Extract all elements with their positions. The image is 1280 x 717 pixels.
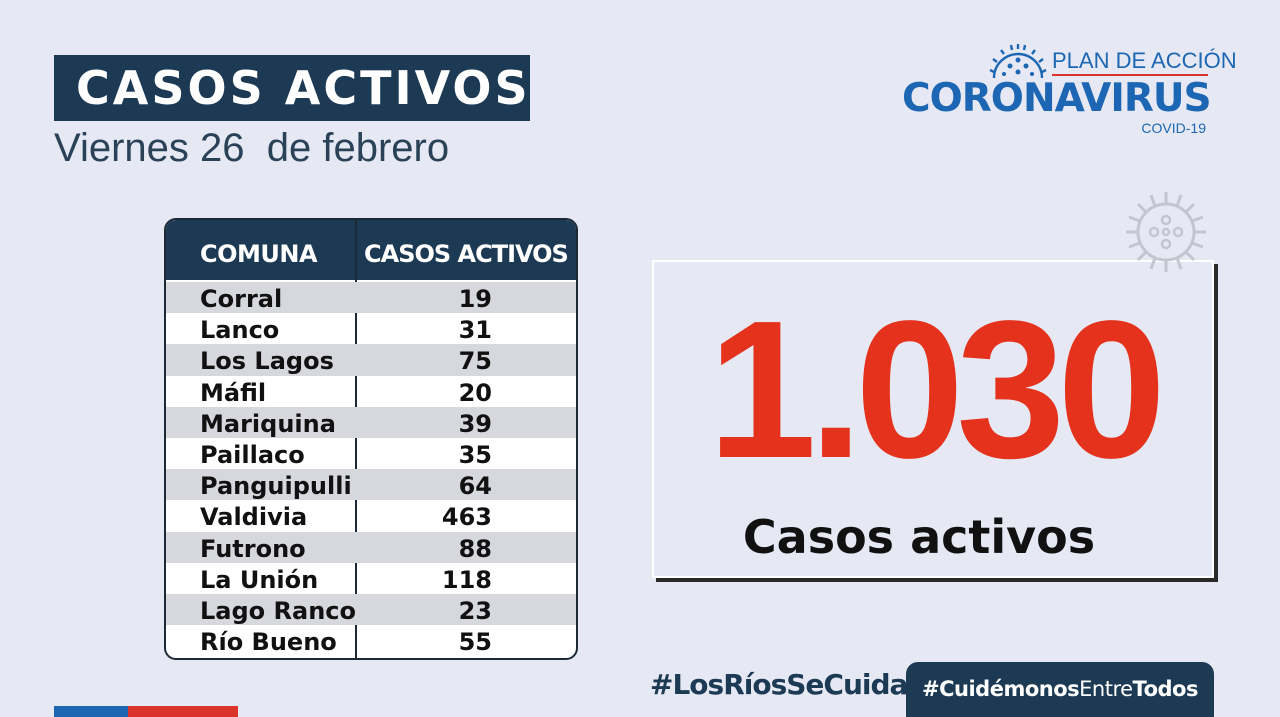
table-row: Lanco 31	[166, 313, 576, 344]
cell-comuna: Corral	[200, 285, 283, 313]
cell-comuna: Lago Ranco	[200, 596, 356, 625]
table-row: Lago Ranco 23	[166, 593, 576, 626]
cell-casos: 19	[458, 285, 492, 313]
cell-comuna: Lanco	[200, 316, 280, 345]
table-header: COMUNA CASOS ACTIVOS	[166, 220, 576, 280]
page-title: CASOS ACTIVOS	[54, 55, 530, 121]
logo-plan-text: PLAN DE ACCIÓN	[1052, 48, 1237, 73]
cell-casos: 75	[458, 347, 492, 376]
table-row: Mariquina 39	[166, 406, 576, 438]
cell-comuna: Paillaco	[200, 440, 305, 469]
table-body: Corral 19 Lanco 31 Los Lagos 75 Máfil 20 Mar…	[166, 282, 576, 656]
table-row: Valdivia 463	[166, 500, 576, 531]
cell-comuna: Mariquina	[200, 409, 336, 438]
cell-casos: 31	[458, 316, 492, 345]
logo-covid-text: COVID-19	[1141, 120, 1206, 136]
footer-bar-blue	[54, 706, 128, 717]
hashtag-part: Todos	[1132, 677, 1199, 701]
virus-icon	[989, 44, 1047, 79]
cell-casos: 55	[458, 628, 492, 657]
footer-bar-red	[128, 706, 238, 717]
logo-plan-accion-coronavirus: PLAN DE ACCIÓN CORONAVIRUS COVID-19	[900, 38, 1237, 138]
total-label: Casos activos	[742, 510, 1096, 564]
table-row: Río Bueno 55	[166, 625, 576, 656]
table-row: Paillaco 35	[166, 438, 576, 469]
virus-icon	[1126, 192, 1206, 272]
hashtag-part: Entre	[1079, 677, 1133, 701]
cell-casos: 88	[458, 534, 492, 563]
cell-casos: 39	[458, 409, 492, 438]
table-row: Corral 19	[166, 282, 576, 314]
hashtag-cuidemonos-entre-todos: #CuidémonosEntreTodos	[906, 662, 1214, 717]
cell-casos: 463	[441, 503, 492, 532]
cell-comuna: Máfil	[200, 378, 267, 407]
cell-casos: 23	[458, 596, 492, 625]
table-row: Los Lagos 75	[166, 344, 576, 376]
cell-comuna: Río Bueno	[200, 628, 337, 657]
cell-comuna: Valdivia	[200, 503, 308, 532]
column-divider	[355, 220, 357, 658]
cell-casos: 118	[441, 565, 492, 594]
table-row: Futrono 88	[166, 531, 576, 563]
cell-comuna: La Unión	[200, 565, 319, 594]
logo-divider	[1052, 74, 1208, 76]
header-casos-activos: CASOS ACTIVOS	[364, 240, 569, 268]
cell-comuna: Los Lagos	[200, 347, 334, 376]
cell-comuna: Panguipulli	[200, 472, 352, 501]
cell-casos: 35	[458, 440, 492, 469]
table-row: Panguipulli 64	[166, 469, 576, 501]
cases-table: COMUNA CASOS ACTIVOS Corral 19 Lanco 31 Lo…	[164, 218, 578, 660]
hashtag-part: #Cuidémonos	[922, 677, 1080, 701]
total-card: 1.030 Casos activos	[652, 260, 1214, 578]
table-row: Máfil 20	[166, 376, 576, 407]
cell-casos: 64	[458, 472, 492, 501]
cell-comuna: Futrono	[200, 534, 306, 563]
header-comuna: COMUNA	[200, 240, 318, 268]
date-subtitle: Viernes 26 de febrero	[54, 126, 450, 170]
cell-casos: 20	[458, 378, 492, 407]
hashtag-los-rios-se-cuida: #LosRíosSeCuida	[650, 668, 908, 701]
table-row: La Unión 118	[166, 563, 576, 594]
logo-coronavirus-text: CORONAVIRUS	[902, 76, 1212, 121]
total-value: 1.030	[707, 280, 1166, 499]
